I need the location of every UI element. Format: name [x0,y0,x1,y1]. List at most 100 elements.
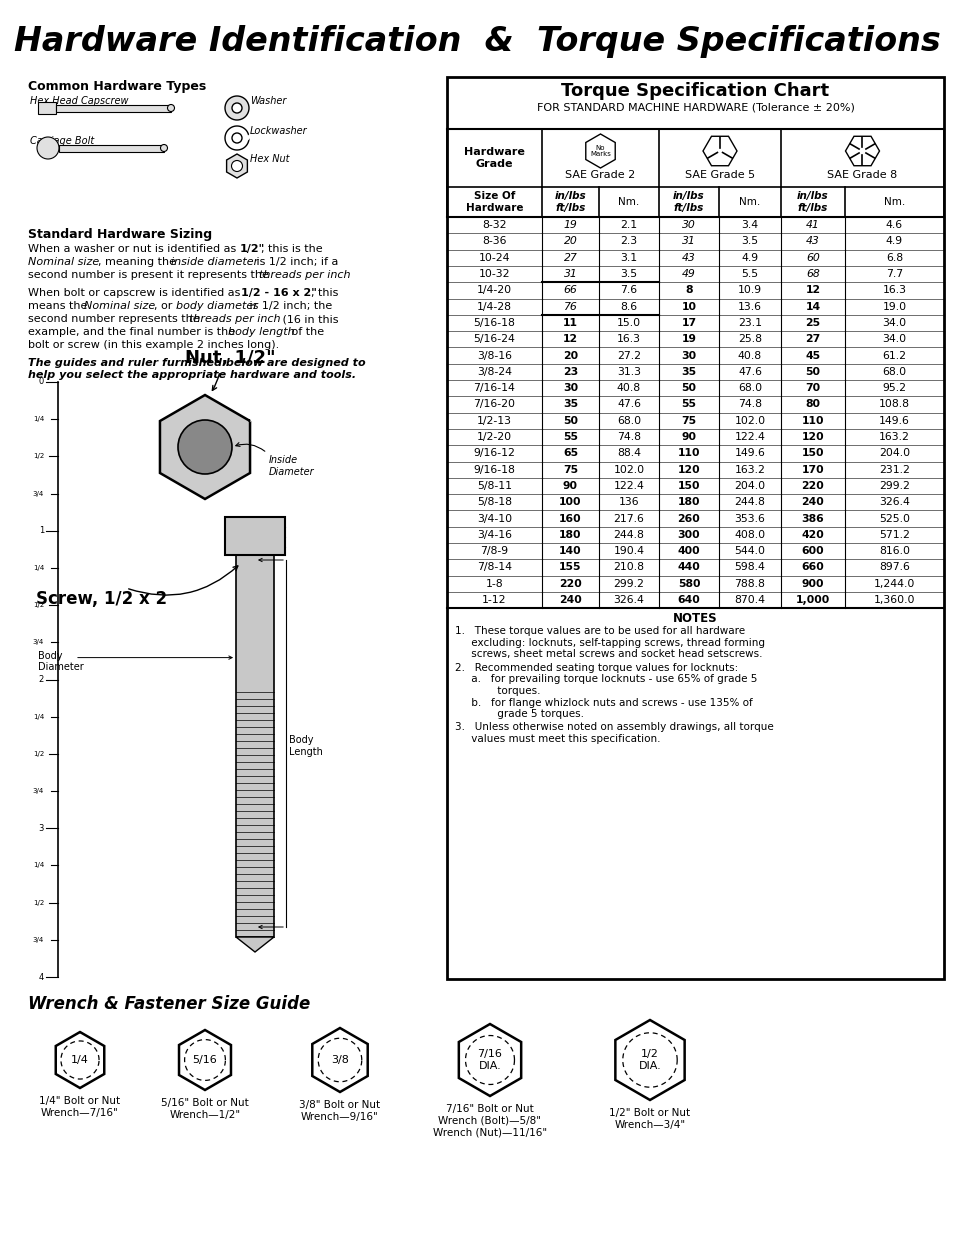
Text: Hardware Identification  &  Torque Specifications: Hardware Identification & Torque Specifi… [13,25,940,58]
Text: 640: 640 [677,595,700,605]
Text: 870.4: 870.4 [734,595,764,605]
Text: 140: 140 [558,546,581,556]
Text: 3.4: 3.4 [740,220,758,230]
Bar [56,105,171,111]
Text: , meaning the: , meaning the [98,257,179,267]
Text: 10-24: 10-24 [478,253,510,263]
Text: 1/2": 1/2" [240,245,265,254]
Text: 3.   Unless otherwise noted on assembly drawings, all torque
     values must me: 3. Unless otherwise noted on assembly dr… [455,722,773,743]
Text: in/lbs
ft/lbs: in/lbs ft/lbs [554,191,586,212]
Text: Hardware
Grade: Hardware Grade [463,147,524,169]
Text: 27.2: 27.2 [617,351,640,361]
Text: 16.3: 16.3 [882,285,905,295]
Text: 204.0: 204.0 [878,448,909,458]
Text: Body
Length: Body Length [289,735,322,757]
Text: 68.0: 68.0 [738,383,761,393]
Text: 35: 35 [562,399,578,410]
Text: 1: 1 [39,526,44,535]
Text: 110: 110 [677,448,700,458]
Bar [235,555,274,937]
Text: 108.8: 108.8 [878,399,909,410]
Text: 102.0: 102.0 [613,464,644,474]
Text: 1/2-20: 1/2-20 [476,432,512,442]
Text: 20: 20 [563,236,577,247]
Text: 1/4: 1/4 [32,416,44,422]
Text: 5/8-11: 5/8-11 [476,480,512,492]
Text: 8: 8 [684,285,692,295]
Text: Body
Diameter: Body Diameter [38,651,84,672]
Text: 136: 136 [618,498,639,508]
Text: 100: 100 [558,498,581,508]
Text: 17: 17 [680,317,696,329]
Text: 1/2 - 16 x 2": 1/2 - 16 x 2" [241,288,316,298]
Text: 3/4: 3/4 [32,490,44,496]
Text: 816.0: 816.0 [878,546,909,556]
Text: 1/2: 1/2 [32,899,44,905]
Text: Nut, 1/2": Nut, 1/2" [185,350,275,367]
Text: 897.6: 897.6 [878,562,909,573]
Text: 19: 19 [563,220,577,230]
Text: 122.4: 122.4 [734,432,764,442]
Polygon shape [160,395,250,499]
Text: 3.5: 3.5 [740,236,758,247]
Text: 149.6: 149.6 [734,448,764,458]
Text: 1/4: 1/4 [32,862,44,868]
Text: 34.0: 34.0 [882,317,905,329]
Text: 3/4: 3/4 [32,640,44,646]
Text: The guides and ruler furnished below are designed to
help you select the appropr: The guides and ruler furnished below are… [28,358,365,379]
FancyBboxPatch shape [38,103,56,114]
Text: 220: 220 [558,579,581,589]
Text: 326.4: 326.4 [613,595,644,605]
Text: 8.6: 8.6 [619,301,637,311]
Text: NOTES: NOTES [673,613,717,625]
Text: 68.0: 68.0 [882,367,905,377]
Text: 1/2: 1/2 [32,603,44,608]
Polygon shape [227,154,247,178]
Text: 102.0: 102.0 [734,416,764,426]
Text: 525.0: 525.0 [878,514,909,524]
Polygon shape [702,136,737,165]
Text: Common Hardware Types: Common Hardware Types [28,80,206,93]
Circle shape [160,144,168,152]
Text: 1/4: 1/4 [32,564,44,571]
Text: 600: 600 [801,546,823,556]
Polygon shape [55,1032,104,1088]
Text: Hex Head Capscrew: Hex Head Capscrew [30,96,129,106]
Text: 180: 180 [558,530,581,540]
Text: 5/16-24: 5/16-24 [473,335,515,345]
Text: 12: 12 [562,335,578,345]
Circle shape [232,161,242,172]
Text: 240: 240 [558,595,581,605]
Text: 61.2: 61.2 [882,351,905,361]
Text: 95.2: 95.2 [882,383,905,393]
Polygon shape [235,937,274,952]
Text: 149.6: 149.6 [878,416,909,426]
Bar [225,517,285,555]
Text: 8-32: 8-32 [482,220,506,230]
Text: 217.6: 217.6 [613,514,644,524]
Text: 50: 50 [562,416,578,426]
Text: example, and the final number is the: example, and the final number is the [28,327,238,337]
Text: 120: 120 [677,464,700,474]
Circle shape [225,96,249,120]
Text: 45: 45 [804,351,820,361]
Text: 10-32: 10-32 [478,269,510,279]
Text: 7.7: 7.7 [885,269,902,279]
Text: 27: 27 [804,335,820,345]
Text: 14: 14 [804,301,820,311]
Text: 47.6: 47.6 [738,367,761,377]
Text: of the: of the [288,327,324,337]
Text: 25.8: 25.8 [738,335,761,345]
Text: 150: 150 [801,448,823,458]
Text: SAE Grade 5: SAE Grade 5 [684,170,754,180]
Text: 12: 12 [804,285,820,295]
Text: 49: 49 [681,269,695,279]
Text: , this is the: , this is the [261,245,322,254]
Text: 1/2-13: 1/2-13 [476,416,512,426]
Text: 0: 0 [39,378,44,387]
Text: Standard Hardware Sizing: Standard Hardware Sizing [28,228,212,241]
Text: 7/16-20: 7/16-20 [473,399,515,410]
Text: 75: 75 [680,416,696,426]
Text: 353.6: 353.6 [734,514,764,524]
Circle shape [232,133,242,143]
